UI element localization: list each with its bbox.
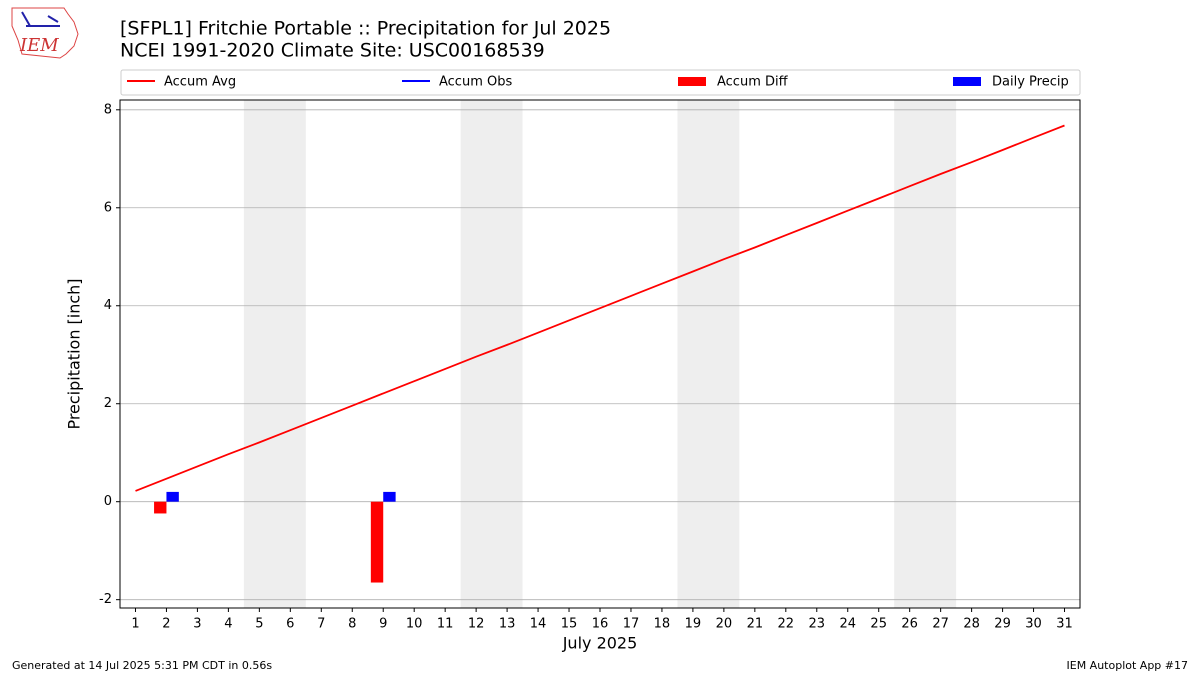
- x-tick-label: 7: [317, 617, 325, 632]
- x-tick-label: 28: [963, 617, 980, 632]
- legend-label: Accum Avg: [164, 75, 236, 90]
- x-tick-label: 18: [654, 617, 671, 632]
- x-tick-label: 6: [286, 617, 294, 632]
- x-tick-label: 22: [778, 617, 795, 632]
- x-tick-label: 19: [685, 617, 702, 632]
- line: [135, 124, 1065, 492]
- logo: IEM: [11, 7, 79, 59]
- x-tick-label: 2: [162, 617, 170, 632]
- x-tick-label: 15: [561, 617, 578, 632]
- legend-box: [120, 69, 1081, 96]
- x-tick-label: 11: [437, 617, 454, 632]
- x-tick-label: 29: [994, 617, 1011, 632]
- chart-subtitle: NCEI 1991-2020 Climate Site: USC00168539: [120, 40, 545, 62]
- bar: [166, 491, 179, 502]
- legend-label: Daily Precip: [992, 75, 1069, 90]
- x-tick-label: 1: [131, 617, 139, 632]
- x-tick-label: 12: [468, 617, 485, 632]
- x-axis-label: July 2025: [562, 634, 638, 653]
- y-tick-label: 6: [104, 200, 112, 215]
- y-tick-label: -2: [99, 592, 112, 607]
- x-tick-label: 23: [809, 617, 826, 632]
- bar: [154, 501, 167, 514]
- y-tick-label: 2: [104, 396, 112, 411]
- x-tick-label: 26: [901, 617, 918, 632]
- legend-swatch: [953, 77, 981, 86]
- x-tick-label: 30: [1025, 617, 1042, 632]
- x-tick-label: 10: [406, 617, 423, 632]
- x-tick-label: 4: [224, 617, 232, 632]
- x-tick-label: 20: [716, 617, 733, 632]
- y-tick-label: 8: [104, 102, 112, 117]
- bar: [370, 501, 384, 583]
- y-axis-label: Precipitation [inch]: [65, 278, 84, 429]
- x-tick-label: 21: [747, 617, 764, 632]
- x-tick-label: 5: [255, 617, 263, 632]
- footer-right: IEM Autoplot App #17: [1067, 659, 1189, 672]
- logo-outline: [11, 7, 79, 59]
- x-tick-label: 8: [348, 617, 356, 632]
- plot-frame: [119, 99, 1081, 609]
- legend-label: Accum Diff: [717, 75, 789, 90]
- y-tick-label: 4: [104, 298, 112, 313]
- x-tick-label: 14: [530, 617, 547, 632]
- weekend-shade: [460, 100, 523, 608]
- x-tick-label: 31: [1056, 617, 1073, 632]
- x-tick-label: 24: [839, 617, 856, 632]
- weekend-shade: [243, 100, 306, 608]
- bar: [383, 491, 396, 502]
- weekend-shade: [894, 100, 957, 608]
- x-tick-label: 27: [932, 617, 949, 632]
- legend-label: Accum Obs: [439, 75, 512, 90]
- logo-text: IEM: [19, 35, 59, 56]
- y-tick-label: 0: [104, 494, 112, 509]
- weekend-shade: [677, 100, 740, 608]
- footer-left: Generated at 14 Jul 2025 5:31 PM CDT in …: [12, 659, 272, 672]
- x-tick-label: 3: [193, 617, 201, 632]
- x-tick-label: 9: [379, 617, 387, 632]
- x-tick-label: 25: [870, 617, 887, 632]
- x-tick-label: 13: [499, 617, 516, 632]
- x-tick-label: 16: [592, 617, 609, 632]
- x-tick-label: 17: [623, 617, 640, 632]
- logo-icon: [21, 11, 60, 27]
- chart-title: [SFPL1] Fritchie Portable :: Precipitati…: [120, 18, 611, 40]
- legend-swatch: [678, 77, 706, 86]
